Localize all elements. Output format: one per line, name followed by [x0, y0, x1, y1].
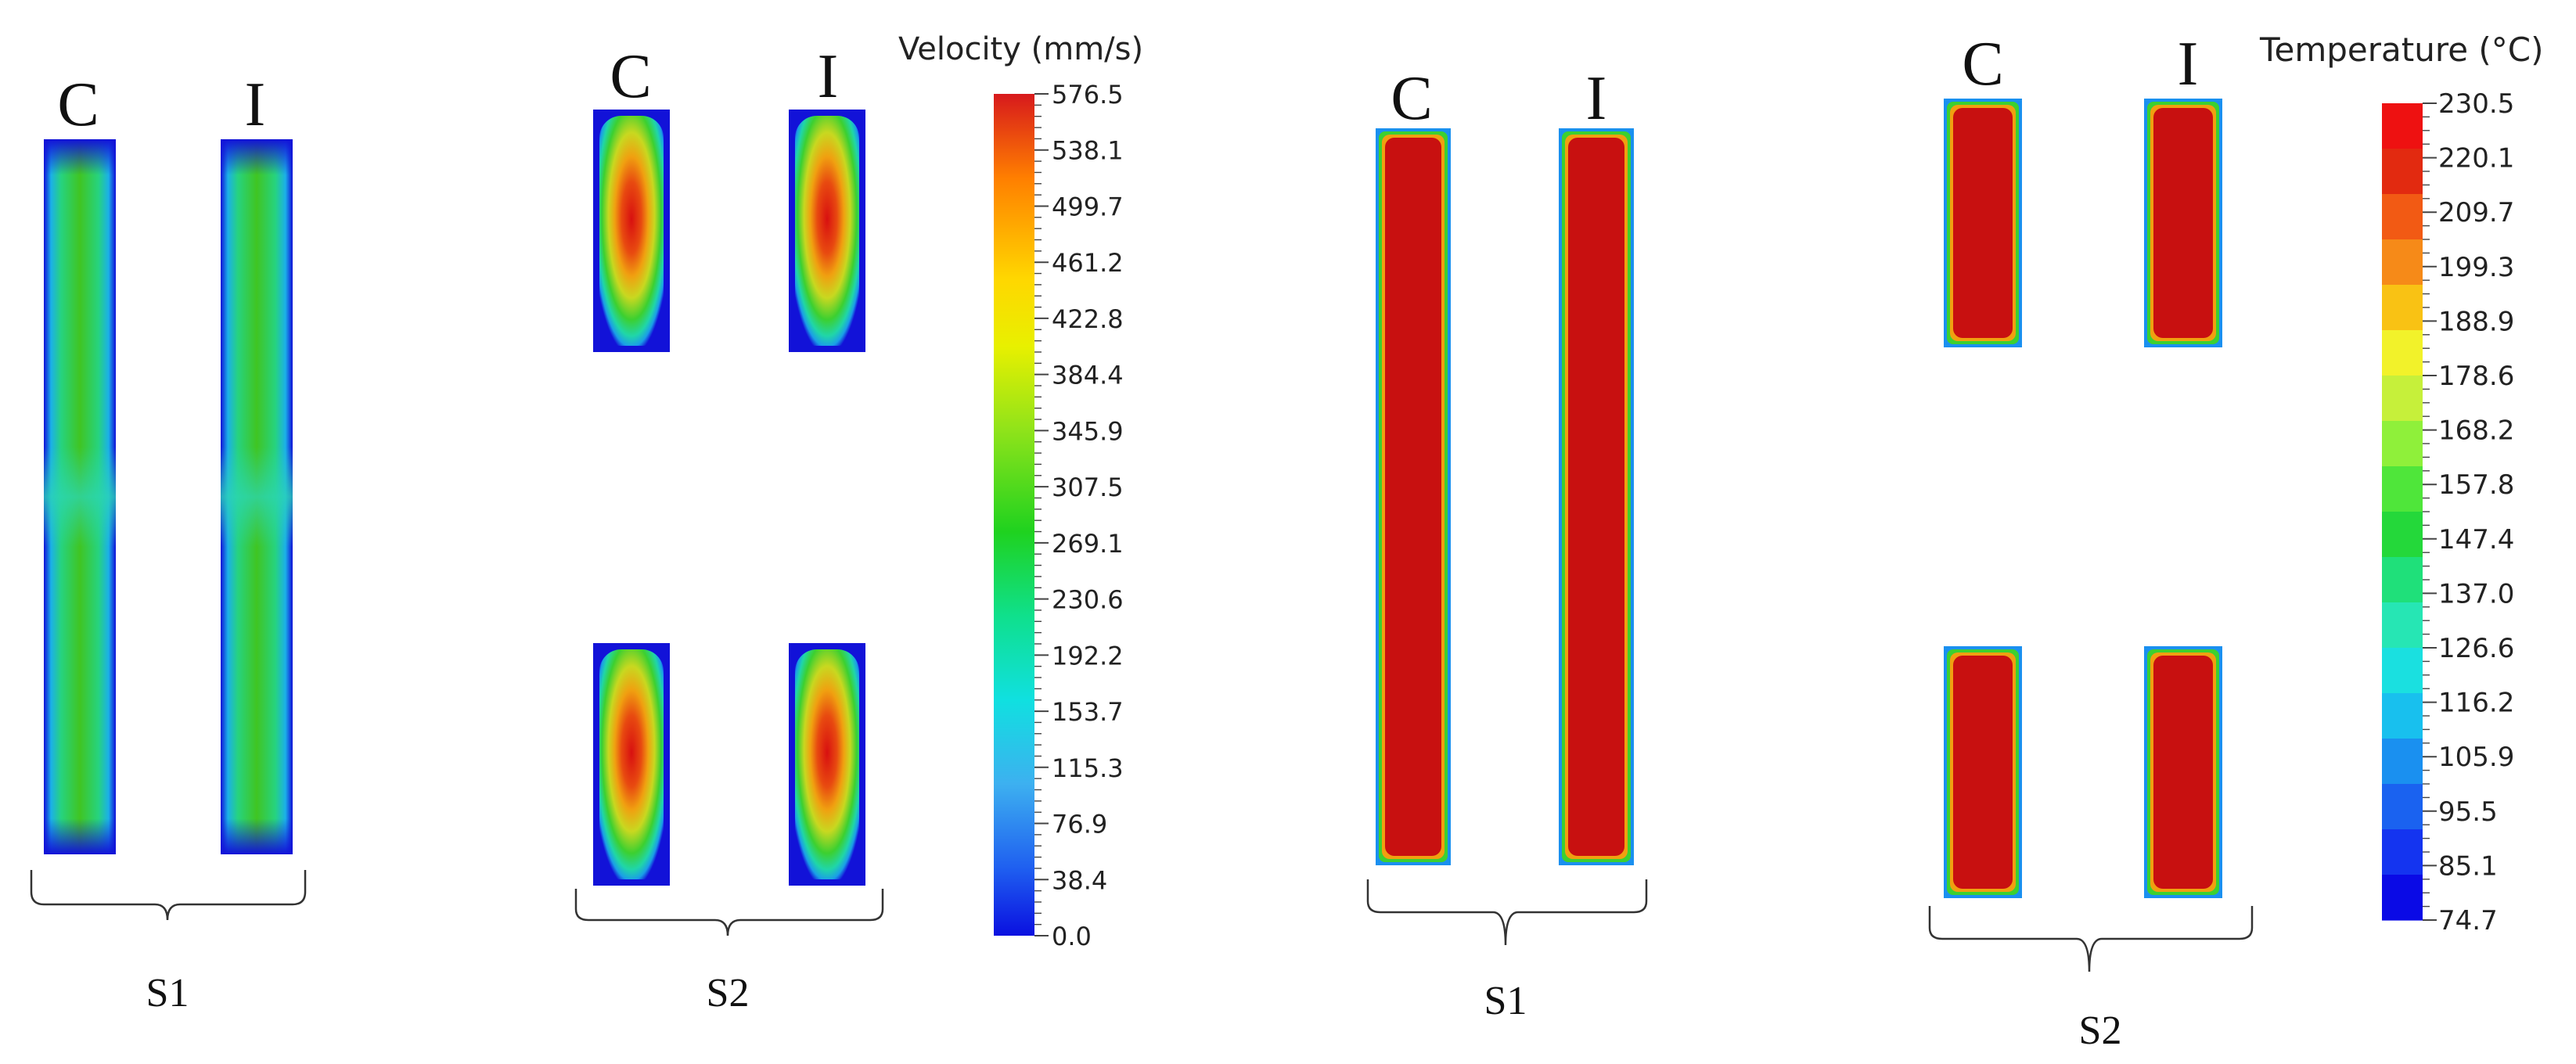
channel-c-s2-bottom-temperature	[1944, 646, 2022, 898]
channel-c-s1-velocity	[44, 139, 116, 854]
velocity-tick-label: 499.7	[1052, 192, 1124, 221]
label-i-s2-temperature: I	[2178, 30, 2199, 99]
temperature-tick-label: 95.5	[2438, 796, 2498, 828]
temperature-colorbar-band	[2382, 466, 2423, 512]
temperature-tick-label: 199.3	[2438, 252, 2514, 283]
temperature-colorbar-band	[2382, 693, 2423, 739]
velocity-tick-label: 307.5	[1052, 473, 1124, 502]
temperature-tick-label: 137.0	[2438, 578, 2514, 609]
velocity-tick-label: 422.8	[1052, 304, 1124, 334]
temperature-colorbar-band	[2382, 739, 2423, 785]
temperature-colorbar-band	[2382, 103, 2423, 149]
temperature-colorbar-band	[2382, 194, 2423, 240]
label-c-s2-velocity: C	[610, 42, 651, 111]
channel-i-s2-bottom-temperature	[2144, 646, 2222, 898]
channel-c-s2-top-temperature	[1944, 99, 2022, 347]
velocity-tick-label: 38.4	[1052, 865, 1107, 895]
channel-i-s1-velocity	[221, 139, 293, 854]
temperature-tick-label: 168.2	[2438, 415, 2514, 447]
channel-i-s2-top-temperature	[2144, 99, 2222, 347]
temperature-colorbar-band	[2382, 239, 2423, 286]
velocity-tick-label: 230.6	[1052, 585, 1124, 615]
velocity-tick-label: 269.1	[1052, 529, 1124, 559]
temperature-colorbar-band	[2382, 875, 2423, 921]
velocity-colorbar-ticks: 576.5 538.1 499.7 461.2 422.8 384.4 345.9 307.5…	[1034, 80, 1124, 951]
temperature-tick-label: 147.4	[2438, 524, 2514, 555]
velocity-tick-label: 76.9	[1052, 810, 1107, 839]
temperature-tick-label: 74.7	[2438, 905, 2498, 936]
brace-s2-velocity	[574, 889, 884, 936]
temperature-tick-label: 230.5	[2438, 88, 2514, 120]
temperature-colorbar-band	[2382, 648, 2423, 694]
label-c-s1-velocity: C	[57, 70, 99, 139]
velocity-colorbar-title: Velocity (mm/s)	[898, 31, 1143, 67]
label-i-s1-velocity: I	[245, 70, 266, 139]
velocity-tick-label: 153.7	[1052, 697, 1124, 727]
temperature-colorbar-band	[2382, 376, 2423, 422]
velocity-tick-label: 384.4	[1052, 361, 1124, 390]
velocity-tick-label: 538.1	[1052, 136, 1124, 166]
group-label-s2-velocity: S2	[707, 971, 750, 1015]
brace-s2-temperature	[1928, 906, 2254, 972]
temperature-colorbar-band	[2382, 602, 2423, 649]
brace-s1-velocity	[30, 870, 307, 921]
temperature-tick-label: 188.9	[2438, 306, 2514, 337]
temperature-colorbar-band	[2382, 421, 2423, 467]
temperature-colorbar-band	[2382, 149, 2423, 195]
label-i-s1-temperature: I	[1586, 64, 1607, 133]
label-c-s2-temperature: C	[1962, 30, 2003, 99]
temperature-tick-label: 157.8	[2438, 469, 2514, 501]
velocity-tick-label: 192.2	[1052, 641, 1124, 670]
temperature-tick-label: 105.9	[2438, 742, 2514, 773]
temperature-colorbar-title: Temperature (°C)	[2259, 31, 2544, 69]
temperature-colorbar-ticks: 230.5 220.1 209.7 199.3 188.9 178.6 168.2 157.8…	[2423, 88, 2514, 936]
channel-i-s1-temperature	[1559, 128, 1634, 865]
temperature-panel: C I S1 C I	[1366, 30, 2544, 1053]
group-label-s1-temperature: S1	[1484, 979, 1527, 1023]
label-i-s2-velocity: I	[818, 42, 839, 111]
label-c-s1-temperature: C	[1391, 64, 1432, 133]
temperature-tick-label: 85.1	[2438, 850, 2498, 882]
temperature-tick-label: 178.6	[2438, 361, 2514, 392]
group-label-s2-temperature: S2	[2079, 1008, 2122, 1053]
velocity-tick-label: 115.3	[1052, 753, 1124, 783]
temperature-colorbar-band	[2382, 829, 2423, 875]
velocity-tick-label: 0.0	[1052, 922, 1092, 951]
temperature-tick-label: 116.2	[2438, 688, 2514, 719]
temperature-tick-label: 220.1	[2438, 143, 2514, 174]
temperature-colorbar-band	[2382, 512, 2423, 558]
brace-s1-temperature	[1366, 879, 1648, 946]
temperature-colorbar-band	[2382, 285, 2423, 331]
temperature-tick-label: 209.7	[2438, 197, 2514, 228]
group-label-s1-velocity: S1	[146, 971, 189, 1015]
velocity-tick-label: 345.9	[1052, 416, 1124, 446]
channel-c-s1-temperature	[1376, 128, 1451, 865]
velocity-tick-label: 461.2	[1052, 248, 1124, 278]
temperature-colorbar-band	[2382, 330, 2423, 376]
temperature-colorbar-band	[2382, 557, 2423, 603]
velocity-colorbar	[994, 94, 1034, 936]
temperature-colorbar-band	[2382, 784, 2423, 830]
velocity-tick-label: 576.5	[1052, 80, 1124, 110]
temperature-colorbar	[2382, 103, 2423, 921]
temperature-tick-label: 126.6	[2438, 633, 2514, 664]
velocity-panel: C I S1 C I S2 Velocity (mm/s) 576.5 538.1…	[30, 31, 1143, 1015]
